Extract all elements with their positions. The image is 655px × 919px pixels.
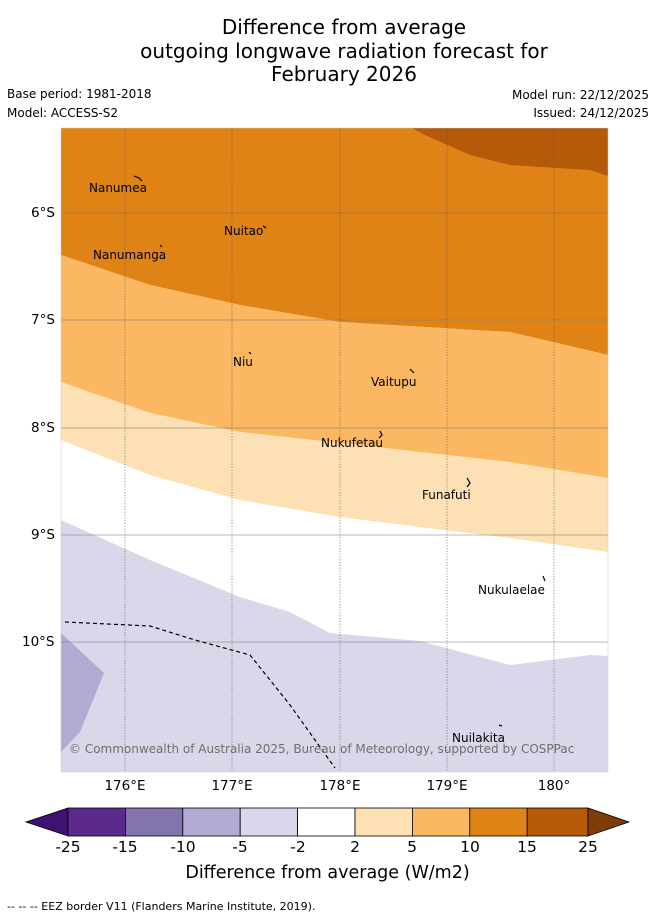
lon-label-178e: 178°E [319, 778, 361, 794]
band-5-10 [61, 255, 608, 478]
colorbar-tick: -10 [170, 838, 196, 856]
map-frame [60, 127, 609, 773]
colorbar-segment-minus25-minus15 [67, 807, 126, 837]
colorbar-segment-minus2-2 [297, 807, 356, 837]
model-name: Model: ACCESS-S2 [7, 106, 119, 120]
footer-note: -- -- -- EEZ border V11 (Flanders Marine… [7, 900, 316, 913]
colorbar-segment-2-5 [354, 807, 413, 837]
band-15-25 [412, 128, 608, 176]
title-line-2: outgoing longwave radiation forecast for [140, 38, 548, 63]
lat-label-7s: 7°S [31, 312, 55, 328]
colorbar-tick: 25 [578, 838, 598, 856]
colorbar [24, 807, 631, 837]
island-nuitao-shape [262, 225, 267, 229]
grid-lines [124, 128, 555, 772]
colorbar-segment-15-25 [526, 807, 589, 837]
lon-label-176e: 176°E [104, 778, 146, 794]
place-label-nukufetau: Nukufetau [321, 436, 384, 450]
colorbar-label: Difference from average (W/m2) [185, 863, 470, 883]
island-nukufetau-shape [378, 430, 383, 439]
lat-label-10s: 10°S [22, 634, 55, 650]
colorbar-segment-10-15 [469, 807, 528, 837]
place-label-nuilakita: Nuilakita [452, 731, 505, 745]
place-label-vaitupu: Vaitupu [371, 375, 417, 389]
band-2-5 [61, 382, 608, 552]
place-label-nanumea: Nanumea [89, 181, 147, 195]
colorbar-tick: 15 [517, 838, 537, 856]
model-run: Model run: 22/12/2025 [511, 88, 649, 102]
lon-label-177e: 177°E [211, 778, 253, 794]
lat-grid-lines [61, 212, 608, 643]
island-funafuti-shape [466, 477, 471, 488]
lat-label-8s: 8°S [31, 420, 55, 436]
colorbar-extend-low [24, 807, 69, 837]
colorbar-tick: -25 [55, 838, 81, 856]
lat-label-6s: 6°S [31, 205, 55, 221]
issued-date: Issued: 24/12/2025 [533, 106, 649, 120]
island-nanumanga-shape [159, 244, 163, 248]
place-label-nuitao: Nuitao [224, 224, 264, 238]
lon-label-180: 180° [537, 778, 571, 794]
band-minus5-minus10 [61, 633, 104, 752]
title-line-1: Difference from average [221, 15, 467, 39]
anomaly-shading [61, 128, 608, 772]
island-nukulaelae-shape [542, 575, 546, 582]
island-nuilakita-shape [498, 724, 503, 727]
band-minus2-minus5 [61, 520, 608, 772]
lon-label-179e: 179°E [426, 778, 468, 794]
island-vaitupu-shape [409, 368, 415, 374]
colorbar-tick: -5 [232, 838, 248, 856]
island-niu-shape [248, 351, 252, 355]
colorbar-extend-high [587, 807, 631, 837]
place-label-nukulaelae: Nukulaelae [478, 583, 545, 597]
colorbar-tick: 10 [460, 838, 480, 856]
chart-title: Difference from average outgoing longwav… [0, 15, 655, 87]
eez-border-line [64, 621, 336, 769]
lat-label-9s: 9°S [31, 527, 55, 543]
colorbar-tick: 5 [407, 838, 417, 856]
title-line-3: February 2026 [271, 62, 417, 86]
island-markers [133, 175, 546, 727]
place-label-niu: Niu [233, 355, 253, 369]
copyright-notice: © Commonwealth of Australia 2025, Bureau… [69, 742, 575, 756]
colorbar-segment-5-10 [411, 807, 471, 837]
colorbar-segment-minus10-minus5 [182, 807, 241, 837]
band-10-15 [61, 128, 608, 355]
colorbar-tick: -2 [290, 838, 306, 856]
place-label-nanumanga: Nanumanga [93, 248, 167, 262]
base-period: Base period: 1981-2018 [7, 87, 152, 101]
place-label-funafuti: Funafuti [422, 488, 471, 502]
island-nanumea-shape [133, 175, 143, 182]
colorbar-segment-minus15-minus10 [125, 807, 184, 837]
colorbar-segment-minus5-minus2 [239, 807, 298, 837]
colorbar-tick: 2 [350, 838, 360, 856]
colorbar-tick: -15 [112, 838, 138, 856]
